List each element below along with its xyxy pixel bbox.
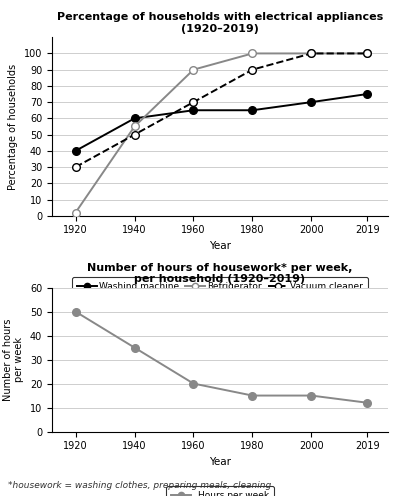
Title: Number of hours of housework* per week,
per household (1920–2019): Number of hours of housework* per week, …: [87, 262, 353, 284]
Legend: Washing machine, Refrigerator, Vacuum cleaner: Washing machine, Refrigerator, Vacuum cl…: [72, 277, 368, 296]
Text: *housework = washing clothes, preparing meals, cleaning: *housework = washing clothes, preparing …: [8, 481, 271, 490]
Legend: Hours per week: Hours per week: [166, 487, 274, 496]
X-axis label: Year: Year: [209, 457, 231, 467]
Y-axis label: Percentage of households: Percentage of households: [8, 63, 18, 189]
X-axis label: Year: Year: [209, 241, 231, 251]
Title: Percentage of households with electrical appliances
(1920–2019): Percentage of households with electrical…: [57, 12, 383, 34]
Y-axis label: Number of hours
per week: Number of hours per week: [3, 318, 24, 401]
